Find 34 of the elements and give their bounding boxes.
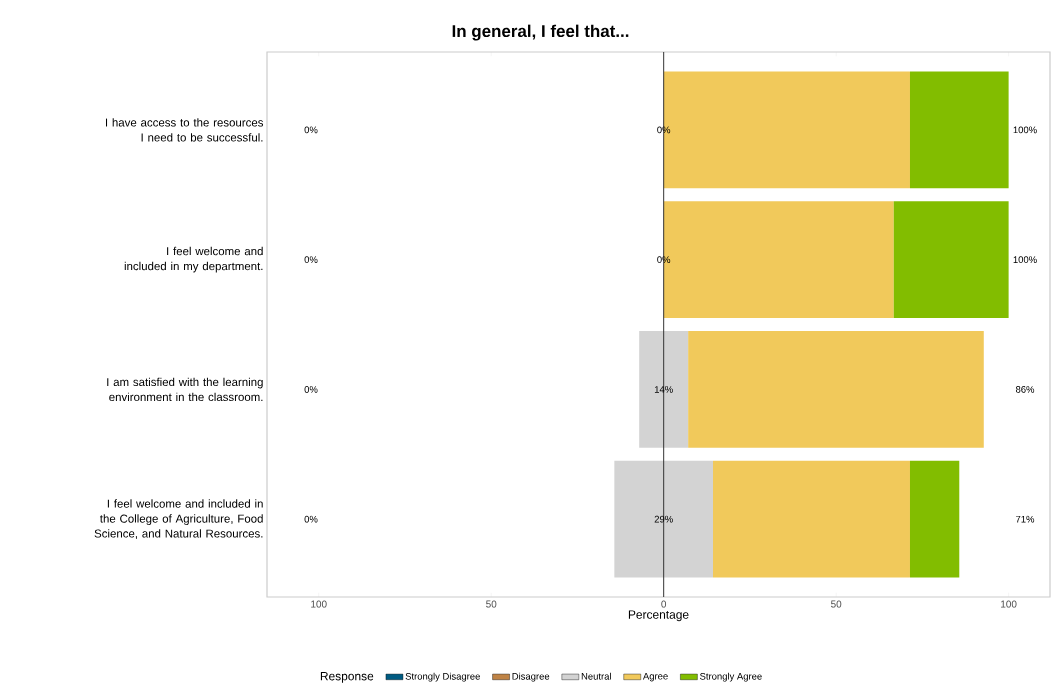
y-tick-label: I feel welcome and included in the College of Agriculture, Food Science, and Natural Resources.	[94, 499, 263, 539]
legend-label: Neutral	[581, 672, 611, 680]
annotation: 100%	[1013, 256, 1037, 263]
annotation: 71%	[1016, 515, 1035, 523]
x-axis-title: Percentage	[628, 610, 689, 622]
bar	[909, 460, 960, 578]
annotation: 0%	[304, 386, 318, 393]
annotation: 0%	[304, 256, 318, 263]
chart-title: In general, I feel that...	[452, 24, 629, 41]
bar	[893, 201, 1009, 319]
annotation: 100%	[1013, 126, 1037, 134]
bar	[713, 460, 910, 578]
x-tick-label: 0	[661, 600, 667, 608]
annotation: 0%	[304, 515, 318, 523]
annotation: 0%	[304, 126, 318, 134]
data-label: 0%	[657, 126, 671, 134]
x-tick-label: 50	[831, 600, 842, 608]
x-tick-label: 100	[311, 600, 327, 608]
y-tick-label: I have access to the resources I need to be successful.	[105, 118, 264, 142]
x-tick-label: 50	[486, 600, 497, 608]
legend-title: Response	[320, 672, 374, 683]
legend-label: Strongly Disagree	[405, 672, 480, 682]
y-tick-label: I am satisfied with the learning environment in the classroom.	[107, 377, 263, 402]
legend-label: Strongly Agree	[700, 672, 762, 682]
annotation: 86%	[1015, 386, 1035, 393]
bar	[614, 460, 713, 578]
legend-label: Agree	[642, 672, 668, 682]
legend-label: Disagree	[512, 672, 550, 682]
bar	[688, 330, 984, 448]
data-label: 0%	[657, 256, 671, 263]
bar	[639, 330, 689, 448]
bar	[909, 71, 1009, 189]
x-tick-label: 100	[1001, 600, 1017, 608]
y-tick-label: I feel welcome and included in my department.	[124, 246, 263, 273]
